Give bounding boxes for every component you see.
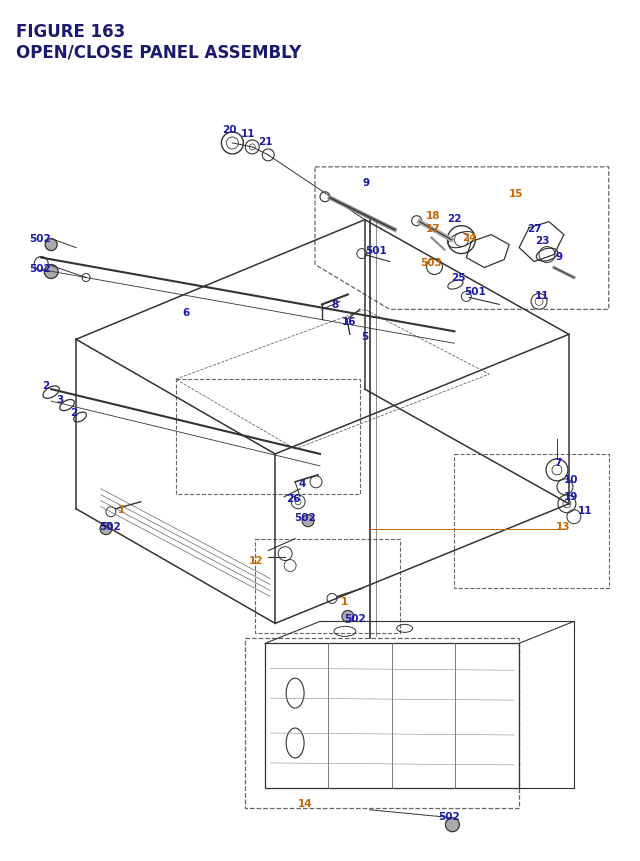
Text: 502: 502 (29, 263, 51, 273)
Text: 12: 12 (249, 555, 264, 565)
Bar (265, 643, 519, 788)
Text: 3: 3 (56, 394, 64, 405)
Text: 502: 502 (29, 233, 51, 244)
Text: 23: 23 (535, 235, 549, 245)
Text: 19: 19 (564, 492, 578, 501)
Bar (454, 455, 609, 589)
Text: 501: 501 (365, 245, 387, 256)
Text: 14: 14 (298, 798, 312, 808)
Text: 13: 13 (556, 521, 570, 531)
Text: 1: 1 (118, 505, 125, 514)
Bar (175, 380, 360, 494)
Circle shape (445, 818, 460, 832)
Circle shape (45, 239, 57, 251)
Text: 7: 7 (554, 457, 562, 468)
Circle shape (302, 515, 314, 527)
Text: 24: 24 (462, 232, 477, 242)
Text: 15: 15 (509, 189, 524, 199)
Text: 18: 18 (426, 210, 441, 220)
Text: 4: 4 (298, 478, 306, 488)
Text: 10: 10 (564, 474, 578, 484)
Text: 502: 502 (99, 521, 121, 531)
Text: 11: 11 (241, 129, 255, 139)
Text: 20: 20 (222, 125, 237, 135)
Text: 9: 9 (556, 251, 563, 261)
Text: 11: 11 (535, 291, 549, 301)
Circle shape (342, 610, 354, 623)
Text: 17: 17 (426, 223, 441, 233)
Text: 25: 25 (451, 273, 466, 283)
Text: 1: 1 (341, 597, 349, 607)
Text: 21: 21 (258, 137, 273, 146)
Bar (255, 539, 399, 634)
Text: 502: 502 (294, 512, 316, 522)
Text: 2: 2 (70, 407, 77, 418)
Text: 502: 502 (438, 811, 460, 821)
Text: 501: 501 (465, 287, 486, 297)
Text: 2: 2 (43, 381, 50, 391)
Text: 502: 502 (344, 614, 365, 623)
Text: 22: 22 (447, 214, 461, 223)
Bar (245, 639, 519, 808)
Text: 9: 9 (362, 177, 369, 188)
Text: OPEN/CLOSE PANEL ASSEMBLY: OPEN/CLOSE PANEL ASSEMBLY (17, 43, 301, 61)
Circle shape (100, 523, 112, 535)
Text: 6: 6 (182, 308, 189, 318)
Text: FIGURE 163: FIGURE 163 (17, 23, 125, 41)
Text: 16: 16 (342, 317, 356, 327)
Text: 11: 11 (577, 505, 592, 515)
Text: 8: 8 (332, 300, 339, 310)
Text: 26: 26 (286, 493, 300, 503)
Circle shape (44, 265, 58, 279)
Text: 27: 27 (527, 223, 541, 233)
Text: 5: 5 (361, 332, 369, 342)
Text: 503: 503 (420, 257, 442, 267)
